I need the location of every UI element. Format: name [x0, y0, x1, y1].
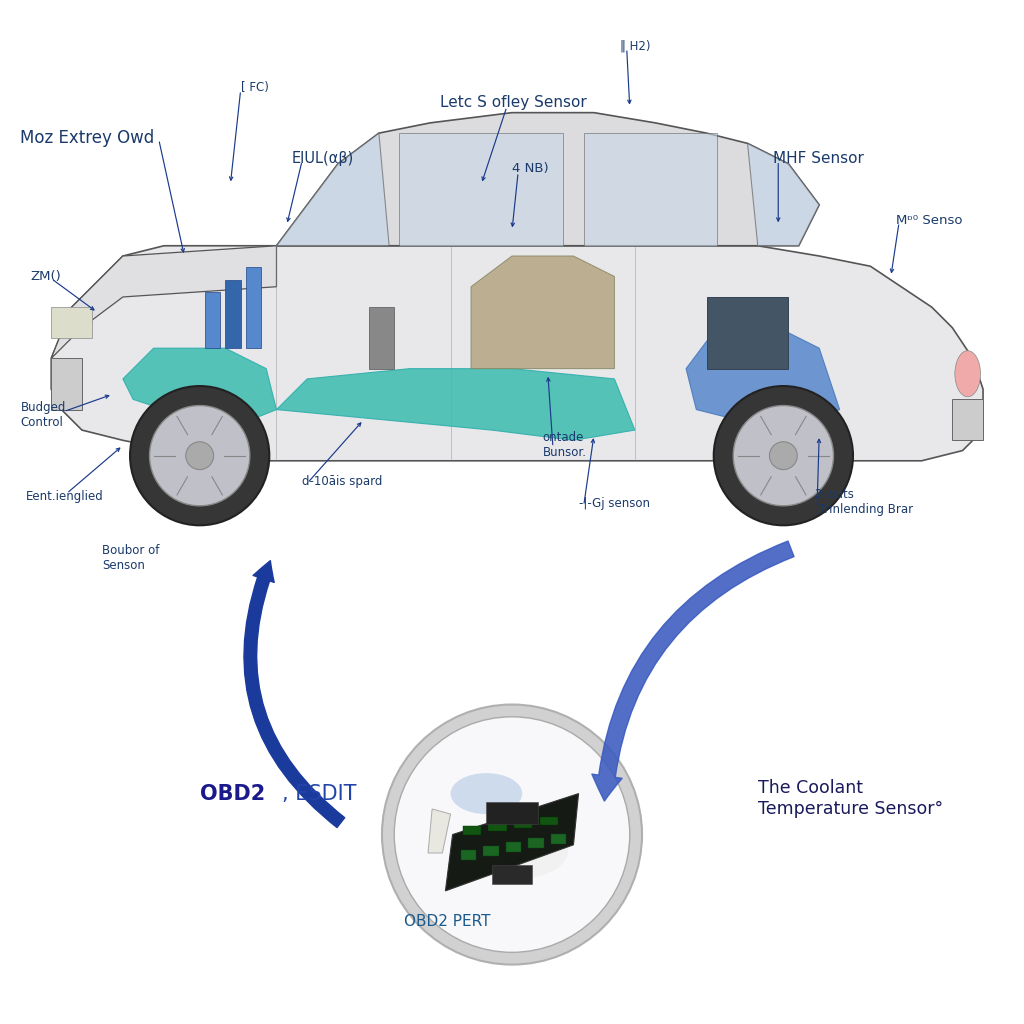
- Text: OBD2 PERT: OBD2 PERT: [404, 914, 490, 929]
- Polygon shape: [428, 809, 451, 853]
- Polygon shape: [276, 369, 635, 440]
- Polygon shape: [51, 246, 983, 461]
- Polygon shape: [276, 113, 819, 246]
- Circle shape: [382, 705, 642, 965]
- Ellipse shape: [476, 821, 568, 879]
- Bar: [528, 838, 544, 848]
- FancyArrowPatch shape: [592, 541, 794, 801]
- Polygon shape: [445, 794, 579, 891]
- Text: d-10āis spard: d-10āis spard: [302, 475, 382, 487]
- Bar: [952, 399, 983, 440]
- Circle shape: [394, 717, 630, 952]
- Circle shape: [733, 406, 834, 506]
- Bar: [488, 823, 507, 831]
- Text: , ESDIT: , ESDIT: [282, 783, 356, 804]
- Text: Letc S ofley Sensor: Letc S ofley Sensor: [440, 95, 587, 110]
- Text: Boubor of
Senson: Boubor of Senson: [102, 544, 160, 572]
- Polygon shape: [276, 133, 389, 246]
- Text: Budged
Control: Budged Control: [20, 400, 66, 429]
- Polygon shape: [51, 246, 276, 358]
- Text: -|-Gj senson: -|-Gj senson: [579, 498, 649, 510]
- Polygon shape: [686, 328, 840, 430]
- Ellipse shape: [451, 773, 522, 814]
- Ellipse shape: [954, 350, 980, 396]
- Bar: [514, 820, 532, 828]
- Text: [ FC): [ FC): [241, 81, 268, 93]
- Bar: [225, 280, 241, 348]
- Polygon shape: [748, 143, 819, 246]
- Circle shape: [130, 386, 269, 525]
- Polygon shape: [584, 133, 717, 246]
- Circle shape: [714, 386, 853, 525]
- Bar: [461, 850, 476, 860]
- Bar: [506, 842, 521, 852]
- Bar: [205, 292, 220, 348]
- Bar: [463, 826, 481, 835]
- Text: Moz Extrey Owd: Moz Extrey Owd: [20, 129, 155, 147]
- Polygon shape: [123, 348, 276, 430]
- Circle shape: [769, 441, 798, 470]
- Text: 4 NB): 4 NB): [512, 163, 549, 175]
- Text: Mᶛ⁰ Senso: Mᶛ⁰ Senso: [896, 214, 963, 226]
- Text: OBD2: OBD2: [200, 783, 265, 804]
- Text: ‖ H2): ‖ H2): [620, 40, 650, 52]
- Circle shape: [185, 441, 214, 470]
- Text: ZM(): ZM(): [31, 270, 61, 283]
- Bar: [483, 846, 499, 856]
- Text: ontade
Bunsor.: ontade Bunsor.: [543, 431, 587, 460]
- Text: EIUL(αβ): EIUL(αβ): [292, 152, 354, 166]
- FancyArrowPatch shape: [244, 561, 345, 827]
- Bar: [486, 802, 538, 824]
- Text: MHF Sensor: MHF Sensor: [773, 152, 864, 166]
- Text: The Coolant
Temperature Sensor°: The Coolant Temperature Sensor°: [758, 779, 943, 818]
- Bar: [51, 358, 82, 410]
- Bar: [540, 817, 558, 825]
- Bar: [246, 267, 261, 348]
- Circle shape: [150, 406, 250, 506]
- Bar: [51, 307, 92, 338]
- Polygon shape: [471, 256, 614, 369]
- Bar: [492, 865, 532, 884]
- Bar: [369, 307, 394, 369]
- Bar: [551, 834, 566, 844]
- Text: Eent.ienglied: Eent.ienglied: [26, 490, 103, 503]
- Polygon shape: [399, 133, 563, 246]
- Bar: [707, 297, 788, 369]
- Text: 2-wuts
[Trinlending Brar: 2-wuts [Trinlending Brar: [814, 487, 913, 516]
